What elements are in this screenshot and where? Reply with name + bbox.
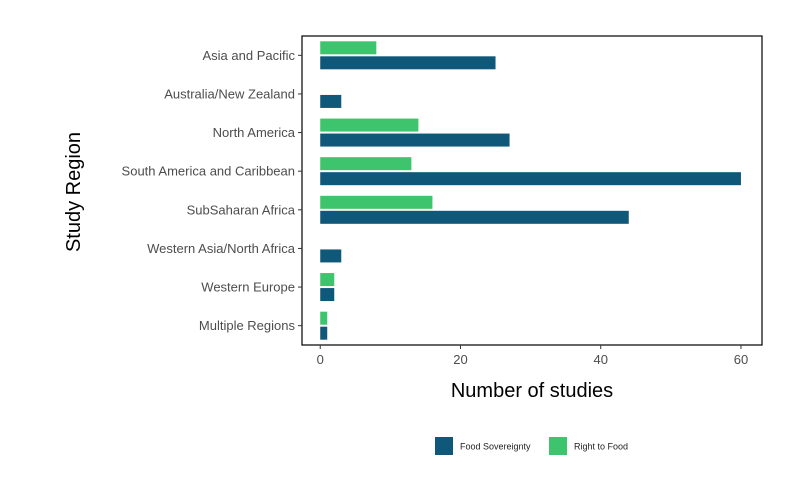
y-tick-label: SubSaharan Africa [187,202,296,217]
x-tick-label: 0 [317,352,324,367]
x-axis: 0 20 40 60 [317,345,748,367]
x-tick-label: 60 [734,352,748,367]
y-tick-label: Australia/New Zealand [164,86,295,101]
bars-layer [320,41,741,340]
bar-food-sovereignty [320,56,496,70]
bar-food-sovereignty [320,133,510,147]
legend-label: Right to Food [574,442,628,452]
bar-food-sovereignty [320,94,342,108]
legend-swatch [549,437,567,455]
y-tick-label: Western Europe [201,280,295,295]
legend-swatch [435,437,453,455]
y-tick-label: North America [213,125,296,140]
y-tick-label: Asia and Pacific [203,48,296,63]
bar-food-sovereignty [320,288,335,302]
bar-food-sovereignty [320,172,741,186]
legend: Food Sovereignty Right to Food [435,437,628,455]
x-tick-label: 40 [593,352,607,367]
y-axis: Asia and Pacific Australia/New Zealand Nor… [122,48,302,333]
plot-panel-border [301,35,763,346]
x-tick-label: 20 [453,352,467,367]
y-tick-label: South America and Caribbean [122,164,295,179]
x-axis-title: Number of studies [451,380,613,402]
bar-right-to-food [320,157,412,171]
bar-right-to-food [320,311,328,325]
bar-food-sovereignty [320,210,629,224]
bar-food-sovereignty [320,326,328,340]
y-tick-label: Western Asia/North Africa [147,241,296,256]
bar-right-to-food [320,273,335,287]
bar-right-to-food [320,41,377,55]
y-axis-title: Study Region [63,132,85,252]
y-tick-label: Multiple Regions [199,318,296,333]
legend-label: Food Sovereignty [460,442,531,452]
bar-right-to-food [320,195,433,209]
bar-right-to-food [320,118,419,132]
bar-food-sovereignty [320,249,342,263]
